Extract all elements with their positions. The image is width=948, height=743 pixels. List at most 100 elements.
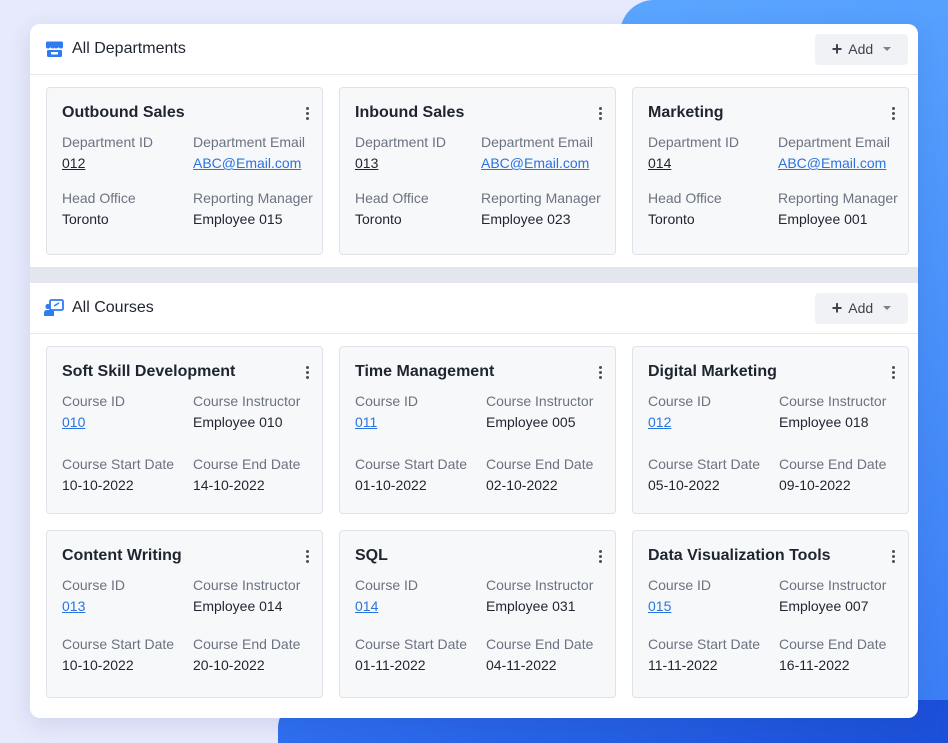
- course-id-link[interactable]: 010: [62, 414, 86, 430]
- course-end-value: 14-10-2022: [193, 477, 265, 493]
- department-card[interactable]: Marketing Department ID 014 Department E…: [632, 87, 909, 255]
- departments-title-group: All Departments: [44, 39, 186, 59]
- department-card[interactable]: Outbound Sales Department ID 012 Departm…: [46, 87, 323, 255]
- head-office-value: Toronto: [355, 211, 402, 227]
- course-end-field: Course End Date 02-10-2022: [486, 456, 593, 493]
- reporting-manager-field: Reporting Manager Employee 001: [778, 190, 898, 227]
- head-office-field: Head Office Toronto: [62, 190, 136, 227]
- course-name: Soft Skill Development: [62, 363, 236, 380]
- main-panel: All Departments + Add Outbound Sales Dep…: [30, 24, 918, 718]
- kebab-menu-icon[interactable]: [306, 366, 310, 379]
- course-instructor-value: Employee 005: [486, 414, 576, 430]
- department-name: Marketing: [648, 104, 724, 121]
- kebab-menu-icon[interactable]: [599, 107, 603, 120]
- reporting-manager-label: Reporting Manager: [193, 190, 313, 206]
- course-id-link[interactable]: 014: [355, 598, 379, 614]
- department-email-link[interactable]: ABC@Email.com: [778, 155, 887, 171]
- departments-header: All Departments + Add: [30, 24, 918, 75]
- course-instructor-label: Course Instructor: [486, 577, 594, 593]
- kebab-menu-icon[interactable]: [599, 366, 603, 379]
- course-end-field: Course End Date 16-11-2022: [779, 636, 886, 673]
- course-start-field: Course Start Date 01-11-2022: [355, 636, 467, 673]
- course-instructor-value: Employee 010: [193, 414, 283, 430]
- course-end-value: 20-10-2022: [193, 657, 265, 673]
- department-name: Outbound Sales: [62, 104, 185, 121]
- reporting-manager-value: Employee 001: [778, 211, 868, 227]
- course-card[interactable]: Soft Skill Development Course ID 010 Course…: [46, 346, 323, 514]
- course-end-label: Course End Date: [193, 636, 301, 652]
- courses-title: All Courses: [72, 299, 154, 316]
- head-office-label: Head Office: [648, 190, 722, 206]
- course-start-field: Course Start Date 01-10-2022: [355, 456, 467, 493]
- department-email-label: Department Email: [481, 134, 594, 150]
- course-end-value: 04-11-2022: [486, 657, 557, 673]
- course-end-field: Course End Date 04-11-2022: [486, 636, 593, 673]
- course-id-link[interactable]: 015: [648, 598, 672, 614]
- reporting-manager-field: Reporting Manager Employee 023: [481, 190, 601, 227]
- reporting-manager-value: Employee 023: [481, 211, 571, 227]
- head-office-field: Head Office Toronto: [648, 190, 722, 227]
- department-email-link[interactable]: ABC@Email.com: [481, 155, 590, 171]
- department-id-field: Department ID 014: [648, 134, 739, 171]
- course-instructor-label: Course Instructor: [779, 393, 887, 409]
- course-instructor-value: Employee 018: [779, 414, 869, 430]
- department-email-label: Department Email: [778, 134, 891, 150]
- presentation-icon: [44, 298, 64, 318]
- course-card[interactable]: Digital Marketing Course ID 012 Course Inst…: [632, 346, 909, 514]
- courses-grid: Soft Skill Development Course ID 010 Course…: [30, 334, 918, 698]
- departments-title: All Departments: [72, 40, 186, 57]
- course-instructor-field: Course Instructor Employee 007: [779, 577, 886, 614]
- course-id-link[interactable]: 013: [62, 598, 86, 614]
- kebab-menu-icon[interactable]: [892, 107, 896, 120]
- add-course-button[interactable]: + Add: [815, 292, 908, 324]
- course-start-field: Course Start Date 10-10-2022: [62, 636, 174, 673]
- reporting-manager-label: Reporting Manager: [481, 190, 601, 206]
- head-office-label: Head Office: [355, 190, 429, 206]
- add-department-button[interactable]: + Add: [815, 33, 908, 65]
- kebab-menu-icon[interactable]: [306, 550, 310, 563]
- course-id-link[interactable]: 012: [648, 414, 672, 430]
- caret-down-icon: [883, 47, 892, 51]
- department-email-field: Department Email ABC@Email.com: [193, 134, 305, 171]
- course-start-value: 01-10-2022: [355, 477, 427, 493]
- course-id-link[interactable]: 011: [355, 414, 378, 430]
- course-start-label: Course Start Date: [648, 636, 761, 652]
- course-name: Content Writing: [62, 547, 182, 564]
- head-office-label: Head Office: [62, 190, 136, 206]
- plus-icon: +: [831, 39, 843, 59]
- course-end-label: Course End Date: [779, 636, 887, 652]
- course-start-label: Course Start Date: [62, 456, 175, 472]
- department-id-value[interactable]: 012: [62, 155, 86, 171]
- department-id-value[interactable]: 014: [648, 155, 672, 171]
- kebab-menu-icon[interactable]: [892, 366, 896, 379]
- head-office-value: Toronto: [648, 211, 695, 227]
- department-email-link[interactable]: ABC@Email.com: [193, 155, 302, 171]
- course-instructor-label: Course Instructor: [193, 577, 301, 593]
- courses-title-group: All Courses: [44, 298, 154, 318]
- department-id-value[interactable]: 013: [355, 155, 379, 171]
- course-id-label: Course ID: [355, 577, 419, 593]
- course-id-label: Course ID: [355, 393, 419, 409]
- course-start-label: Course Start Date: [648, 456, 761, 472]
- department-email-label: Department Email: [193, 134, 306, 150]
- course-card[interactable]: Time Management Course ID 011 Course Instru…: [339, 346, 616, 514]
- department-card[interactable]: Inbound Sales Department ID 013 Departme…: [339, 87, 616, 255]
- course-name: SQL: [355, 547, 388, 564]
- kebab-menu-icon[interactable]: [599, 550, 603, 563]
- course-start-field: Course Start Date 11-11-2022: [648, 636, 760, 673]
- course-start-value: 05-10-2022: [648, 477, 720, 493]
- departments-grid: Outbound Sales Department ID 012 Departm…: [30, 75, 918, 267]
- course-card[interactable]: SQL Course ID 014 Course Instructor Employee…: [339, 530, 616, 698]
- department-id-label: Department ID: [62, 134, 154, 150]
- course-card[interactable]: Data Visualization Tools Course ID 015 Cour…: [632, 530, 909, 698]
- course-start-field: Course Start Date 10-10-2022: [62, 456, 174, 493]
- kebab-menu-icon[interactable]: [306, 107, 310, 120]
- kebab-menu-icon[interactable]: [892, 550, 896, 563]
- course-id-label: Course ID: [62, 577, 126, 593]
- course-start-label: Course Start Date: [355, 456, 468, 472]
- course-end-value: 09-10-2022: [779, 477, 851, 493]
- course-instructor-field: Course Instructor Employee 018: [779, 393, 886, 430]
- reporting-manager-label: Reporting Manager: [778, 190, 898, 206]
- reporting-manager-value: Employee 015: [193, 211, 283, 227]
- course-card[interactable]: Content Writing Course ID 013 Course Instru…: [46, 530, 323, 698]
